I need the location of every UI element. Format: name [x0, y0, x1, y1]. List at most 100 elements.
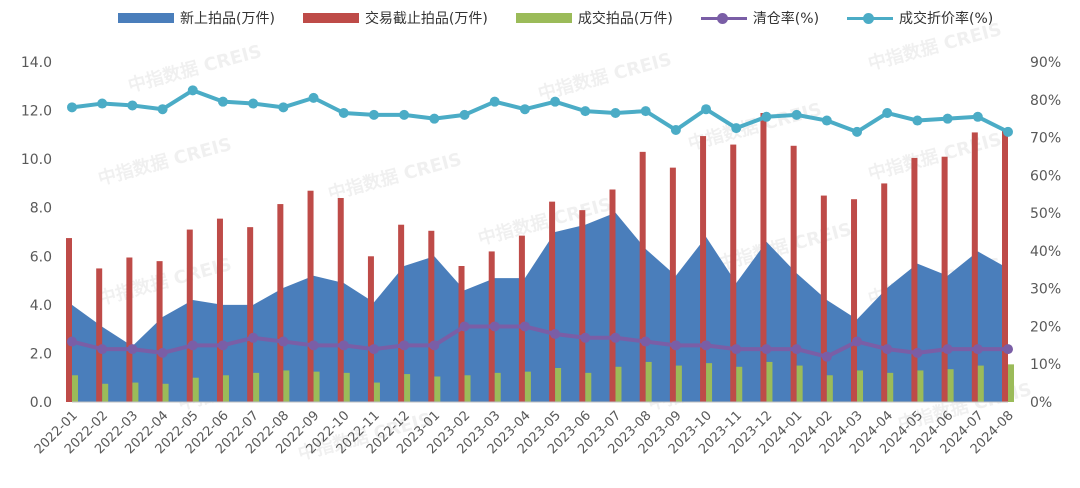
- bar-deal: [796, 365, 803, 402]
- y-right-tick-label: 0%: [1030, 395, 1052, 411]
- watermark-text: 中指数据 CREIS: [866, 128, 1004, 185]
- point-discount-rate: [157, 104, 168, 115]
- legend-swatch-deal: [515, 13, 572, 23]
- point-clearance-rate: [157, 347, 168, 358]
- point-clearance-rate: [97, 344, 108, 355]
- watermark-text: 中指数据 CREIS: [96, 133, 234, 190]
- bar-deadline: [730, 144, 737, 403]
- point-discount-rate: [368, 109, 379, 120]
- point-discount-rate: [882, 108, 893, 118]
- bar-deadline: [911, 157, 918, 402]
- legend-swatch-new: [118, 13, 174, 23]
- point-clearance-rate: [550, 329, 561, 339]
- bar-deadline: [881, 183, 888, 402]
- point-clearance-rate: [429, 340, 440, 351]
- bar-deadline: [126, 257, 133, 402]
- bar-deal: [826, 375, 833, 402]
- point-clearance-rate: [67, 336, 77, 347]
- legend-item-new: 新上拍品(万件): [118, 8, 275, 28]
- bar-deadline: [277, 204, 284, 402]
- point-discount-rate: [248, 98, 259, 109]
- bar-deadline: [941, 156, 948, 402]
- bar-deal: [283, 370, 290, 402]
- bar-deal: [253, 372, 260, 402]
- point-discount-rate: [519, 104, 530, 115]
- bar-deadline: [156, 261, 163, 402]
- legend-swatch-discount: [847, 12, 894, 24]
- legend-item-discount: 成交折价率(%): [847, 8, 993, 28]
- bar-deadline: [66, 238, 72, 402]
- bar-deadline: [458, 266, 465, 402]
- point-clearance-rate: [217, 340, 228, 351]
- bar-deadline: [790, 145, 797, 403]
- bar-deal: [887, 372, 894, 402]
- point-discount-rate: [912, 115, 923, 126]
- bar-deal: [192, 377, 199, 402]
- bar-deadline: [700, 136, 707, 403]
- bar-deadline: [96, 268, 103, 402]
- bar-deal: [1008, 364, 1014, 402]
- line-clearance-rate: [71, 324, 1008, 359]
- bar-deal: [524, 371, 531, 402]
- bar-deal: [645, 361, 652, 402]
- point-clearance-rate: [459, 321, 470, 332]
- point-clearance-rate: [278, 336, 289, 347]
- bar-deadline: [307, 190, 314, 402]
- point-discount-rate: [1003, 126, 1013, 137]
- line-series: [67, 85, 1013, 362]
- bar-deadline: [247, 227, 254, 402]
- y-left-tick-label: 8.0: [30, 201, 52, 217]
- point-clearance-rate: [368, 344, 379, 355]
- point-discount-rate: [97, 98, 108, 109]
- point-clearance-rate: [821, 351, 832, 362]
- bar-deadline: [579, 210, 586, 402]
- point-discount-rate: [278, 102, 289, 113]
- bar-deal: [585, 372, 592, 402]
- legend: 新上拍品(万件) 交易截止拍品(万件) 成交拍品(万件) 清仓率(%) 成交折价…: [118, 8, 1021, 28]
- legend-label-deal: 成交拍品(万件): [577, 11, 673, 27]
- legend-item-deal: 成交拍品(万件): [515, 8, 673, 28]
- legend-item-deadline: 交易截止拍品(万件): [302, 8, 488, 28]
- y-left-tick-label: 6.0: [30, 249, 52, 265]
- point-clearance-rate: [942, 344, 953, 355]
- point-discount-rate: [761, 111, 772, 122]
- bar-deal: [494, 372, 501, 402]
- bar-deal: [464, 375, 471, 402]
- bar-deadline: [851, 199, 858, 402]
- legend-label-deadline: 交易截止拍品(万件): [364, 11, 488, 27]
- bar-deadline: [398, 224, 405, 402]
- bar-deal: [373, 382, 380, 402]
- legend-label-clearance: 清仓率(%): [752, 11, 820, 27]
- point-clearance-rate: [791, 344, 802, 355]
- point-clearance-rate: [248, 332, 259, 343]
- point-discount-rate: [640, 106, 651, 117]
- bar-deadline: [1002, 128, 1008, 403]
- bar-deal: [615, 366, 622, 402]
- area-new-listings: [72, 212, 1008, 402]
- y-right-tick-label: 10%: [1030, 357, 1061, 373]
- point-clearance-rate: [187, 340, 198, 351]
- y-left-tick-label: 2.0: [30, 346, 52, 362]
- bar-deadline: [971, 132, 978, 402]
- y-right-tick-label: 50%: [1030, 206, 1061, 222]
- legend-swatch-deadline: [302, 13, 359, 23]
- y-right-tick-label: 30%: [1030, 282, 1061, 298]
- legend-item-clearance: 清仓率(%): [700, 8, 820, 28]
- point-discount-rate: [580, 106, 591, 117]
- point-clearance-rate: [761, 344, 772, 355]
- bar-deal: [706, 363, 713, 402]
- bar-deal: [857, 370, 864, 402]
- point-clearance-rate: [670, 340, 681, 351]
- point-discount-rate: [670, 125, 681, 135]
- y-right-tick-label: 60%: [1030, 168, 1061, 184]
- point-clearance-rate: [731, 344, 742, 355]
- line-discount-rate: [71, 88, 1009, 134]
- watermark-text: 中指数据 CREIS: [96, 253, 234, 310]
- point-discount-rate: [972, 111, 983, 122]
- point-discount-rate: [610, 108, 621, 118]
- bar-deal: [404, 374, 411, 402]
- bar-deadline: [518, 235, 525, 402]
- bar-deadline: [669, 167, 676, 402]
- point-discount-rate: [701, 104, 712, 115]
